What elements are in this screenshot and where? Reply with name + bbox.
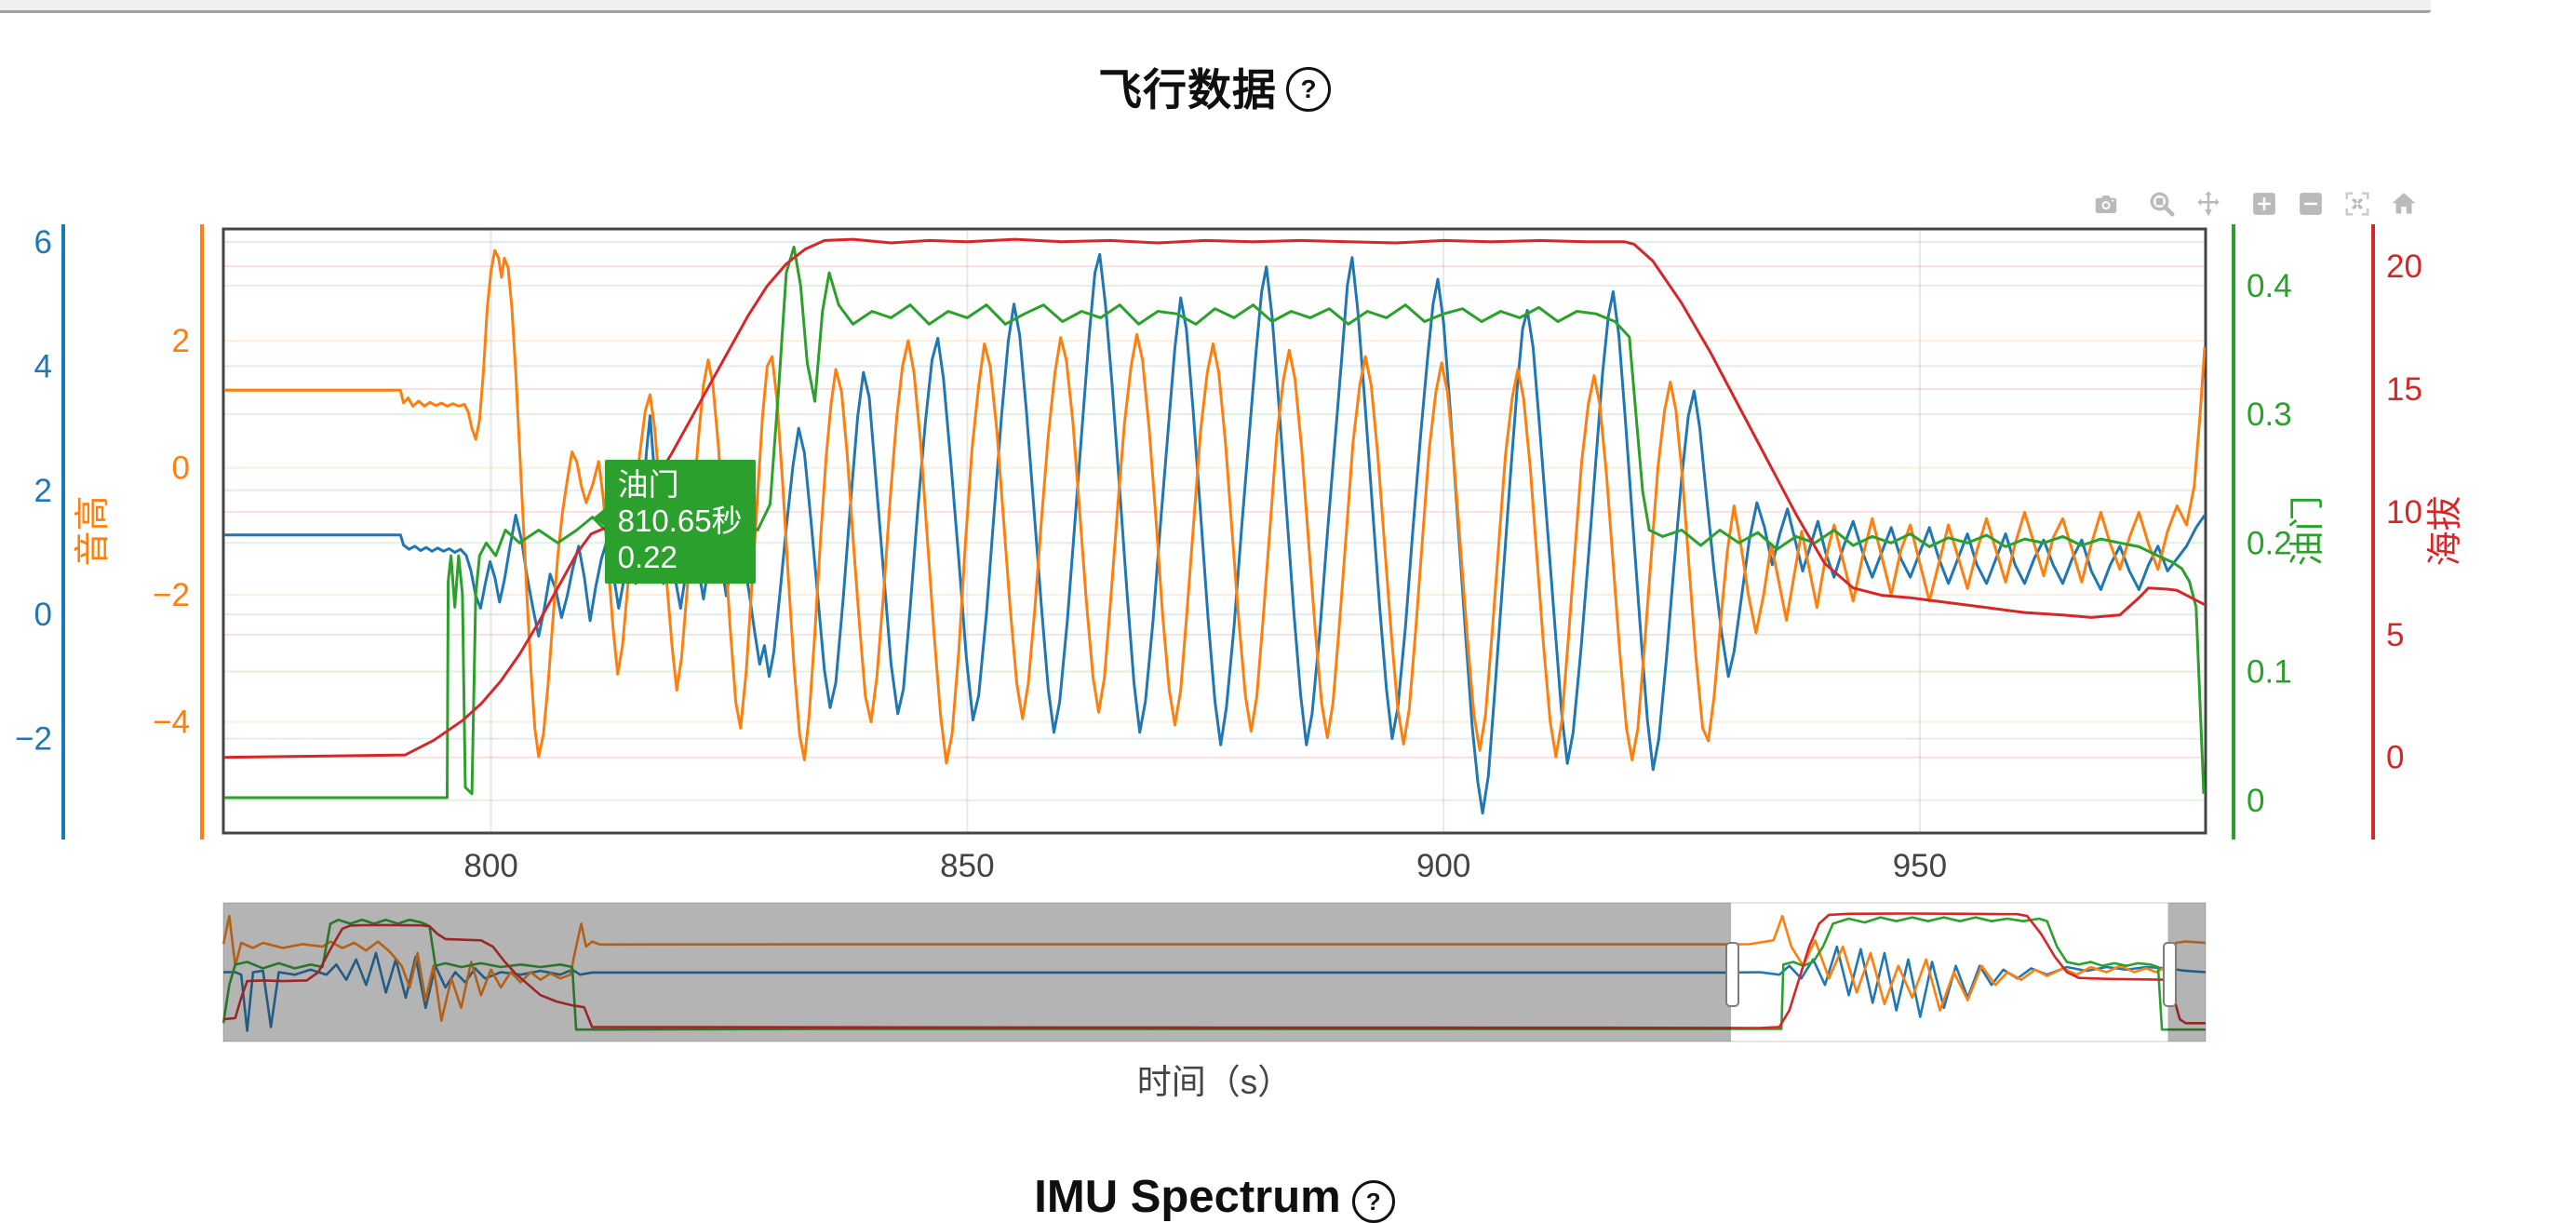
x-tick-label: 950 xyxy=(1893,848,1947,884)
zoom-box-icon[interactable] xyxy=(2142,186,2181,222)
plot-border xyxy=(221,227,2207,835)
tooltip-value: 0.22 xyxy=(617,539,678,574)
y-tick-label: 0 xyxy=(2247,783,2264,819)
y-tick-label: 0.1 xyxy=(2247,654,2292,691)
next-section-title-row: IMU Spectrum ? xyxy=(223,1171,2206,1223)
rangeslider-series-1 xyxy=(221,914,2207,1022)
axis-title-y_pitch: 音高 xyxy=(74,495,113,566)
y-tick-label: 2 xyxy=(34,473,52,509)
x-tick-label: 900 xyxy=(1416,848,1470,884)
top-bar-edge xyxy=(0,0,2431,13)
y-tick-label: 6 xyxy=(34,224,52,261)
y-tick-label: 10 xyxy=(2386,494,2422,531)
tooltip-time: 810.65秒 xyxy=(617,503,743,538)
camera-icon[interactable] xyxy=(2086,186,2126,222)
y-tick-label: 2 xyxy=(172,323,190,359)
y-tick-label: 0 xyxy=(172,450,190,487)
section-title: IMU Spectrum xyxy=(1034,1172,1341,1222)
rangeslider-series-2 xyxy=(221,916,2206,1031)
home-icon[interactable] xyxy=(2384,186,2423,222)
axis-title-y_alt: 海拔 xyxy=(2426,495,2465,566)
chart-title-row: 飞行数据 ? xyxy=(223,54,2206,118)
zoom-in-icon[interactable] xyxy=(2245,186,2284,222)
rangeslider-mask-left xyxy=(223,903,1732,1042)
hover-tooltip: 油门 810.65秒 0.22 xyxy=(593,459,756,584)
pan-icon[interactable] xyxy=(2189,186,2228,222)
zoom-out-icon[interactable] xyxy=(2291,186,2330,222)
series-altitude xyxy=(223,237,2206,759)
xaxis-title: 时间（s） xyxy=(1136,1063,1293,1101)
title-help-icon[interactable]: ? xyxy=(1286,66,1331,112)
y-tick-label: 0.3 xyxy=(2247,396,2292,433)
y-tick-label: −2 xyxy=(15,721,52,758)
tooltip-series-name: 油门 xyxy=(617,466,679,502)
y-tick-label: 0 xyxy=(2386,740,2404,776)
y-tick-label: 0 xyxy=(34,597,52,633)
rangeslider-left-handle[interactable] xyxy=(1725,941,1740,1007)
y-tick-label: 0.4 xyxy=(2247,268,2292,304)
y-tick-label: 4 xyxy=(34,348,52,384)
rangeslider-series-3 xyxy=(222,912,2206,1029)
y-tick-label: 0.2 xyxy=(2247,525,2292,561)
autoscale-icon[interactable] xyxy=(2338,186,2377,222)
x-tick-label: 800 xyxy=(463,848,517,884)
tooltip-arrow-icon xyxy=(593,507,605,527)
y-tick-label: 15 xyxy=(2386,371,2422,408)
rangeslider-series-0 xyxy=(223,945,2207,1032)
series-throttle xyxy=(224,245,2206,800)
y-tick-label: −2 xyxy=(153,577,190,613)
x-tick-label: 850 xyxy=(940,848,994,884)
rangeslider-right-handle[interactable] xyxy=(2162,941,2177,1007)
axis-title-y_throttle: 油门 xyxy=(2288,495,2328,566)
y-tick-label: 5 xyxy=(2386,617,2404,653)
y-tick-label: −4 xyxy=(153,705,190,741)
modebar xyxy=(2086,186,2423,222)
y-tick-label: 20 xyxy=(2386,249,2422,285)
page-title: 飞行数据 xyxy=(1098,65,1277,114)
section-help-icon[interactable]: ? xyxy=(1351,1180,1395,1223)
